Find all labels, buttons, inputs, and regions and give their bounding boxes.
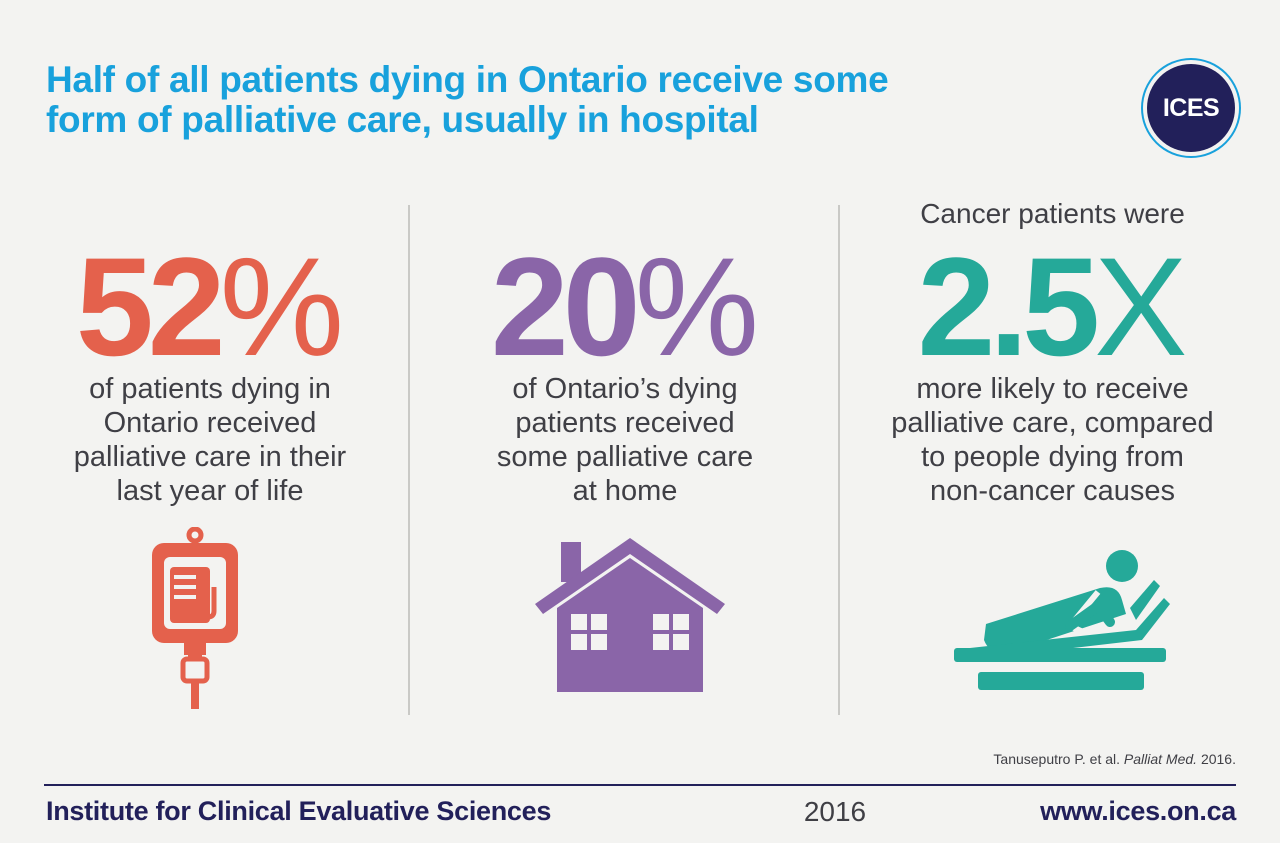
stat-description: more likely to receive palliative care, …	[850, 372, 1255, 508]
logo-text: ICES	[1162, 93, 1220, 122]
stat-value-20-percent: 20%	[425, 237, 825, 377]
stat-unit: %	[219, 228, 345, 385]
stat-value-52-percent: 52%	[30, 237, 390, 377]
house-icon	[535, 538, 725, 692]
stat-number: 2.5	[917, 228, 1100, 385]
headline: Half of all patients dying in Ontario re…	[46, 60, 1086, 140]
footer-website-link[interactable]: www.ices.on.ca	[1040, 796, 1236, 826]
desc-line: to people dying from	[921, 441, 1184, 473]
stat-value-2-5x: 2.5X	[850, 237, 1255, 377]
desc-line: patients received	[515, 407, 735, 439]
iv-bag-icon	[152, 527, 238, 709]
desc-line: more likely to receive	[916, 373, 1189, 405]
column-divider-2	[838, 205, 840, 715]
hospital-bed-patient-icon	[954, 550, 1170, 690]
desc-line: of patients dying in	[89, 373, 331, 405]
footer-year: 2016	[803, 796, 867, 827]
stat-pretext: Cancer patients were	[920, 198, 1185, 229]
desc-line: palliative care in their	[73, 441, 347, 473]
desc-line: non-cancer causes	[929, 475, 1176, 507]
footer-rule	[44, 784, 1236, 786]
desc-line: of Ontario’s dying	[512, 373, 738, 405]
stat-number: 20	[490, 228, 641, 385]
stat-unit: X	[1094, 228, 1188, 385]
stat-number: 52	[75, 228, 226, 385]
citation-authors: Tanuseputro P. et al.	[993, 751, 1121, 767]
desc-line: some palliative care	[496, 441, 754, 473]
citation-year: 2016.	[1200, 751, 1236, 767]
desc-line: last year of life	[116, 475, 304, 507]
citation-journal: Palliat Med.	[1123, 751, 1198, 767]
ices-logo: ICES	[1147, 64, 1235, 152]
stat-description: of Ontario’s dying patients received som…	[425, 372, 825, 508]
headline-line-2: form of palliative care, usually in hosp…	[46, 99, 759, 140]
headline-line-1: Half of all patients dying in Ontario re…	[46, 59, 889, 100]
footer-organization: Institute for Clinical Evaluative Scienc…	[46, 796, 552, 826]
desc-line: at home	[572, 475, 678, 507]
citation: Tanuseputro P. et al. Palliat Med. 2016.	[993, 751, 1236, 767]
desc-line: palliative care, compared	[891, 407, 1214, 439]
stat-unit: %	[634, 228, 760, 385]
desc-line: Ontario received	[103, 407, 317, 439]
column-divider-1	[408, 205, 410, 715]
stat-description: of patients dying in Ontario received pa…	[30, 372, 390, 508]
